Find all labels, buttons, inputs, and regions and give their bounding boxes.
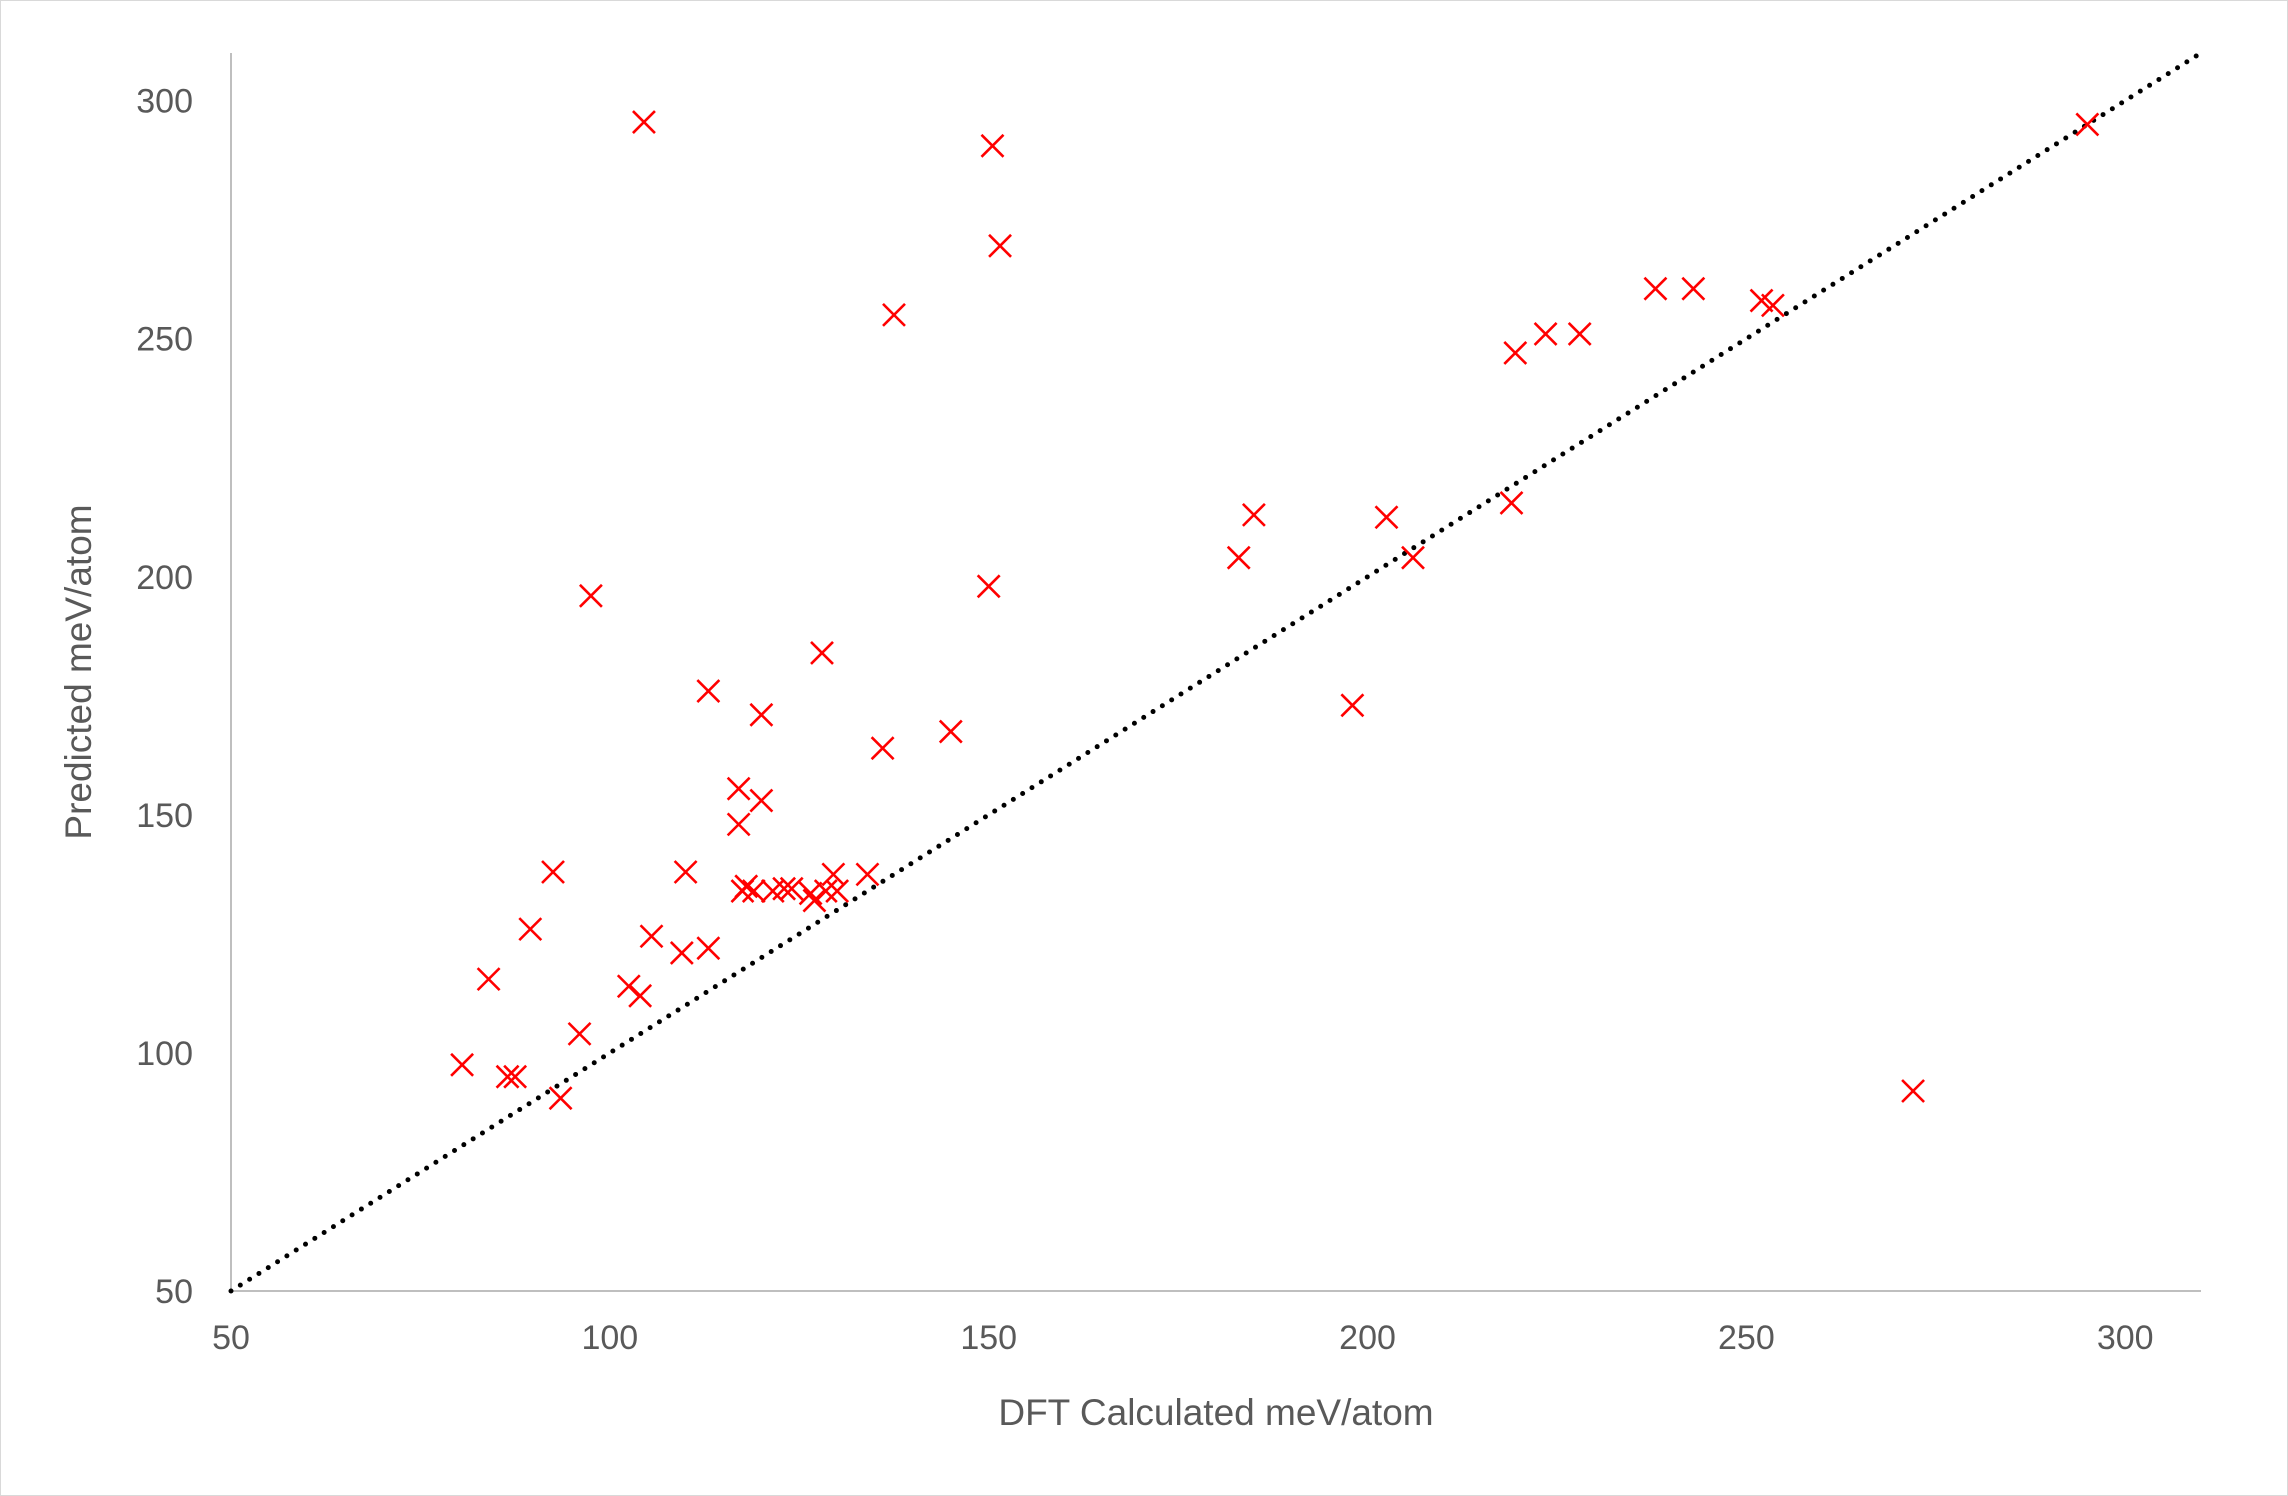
data-point: [1241, 502, 1266, 527]
data-point: [518, 917, 543, 942]
data-point: [1760, 293, 1785, 318]
data-point: [1643, 276, 1668, 301]
data-point: [825, 879, 850, 903]
data-point: [798, 881, 823, 906]
x-tick-label: 50: [212, 1319, 250, 1357]
data-point: [578, 583, 603, 608]
data-point: [726, 812, 751, 837]
x-axis-title: DFT Calculated meV/atom: [998, 1392, 1433, 1433]
axes: [230, 53, 2201, 1292]
data-point: [810, 641, 834, 665]
y-axis-title: Predicted meV/atom: [58, 504, 99, 839]
data-point: [726, 776, 751, 801]
data-point: [1226, 545, 1251, 570]
reference-line-layer: [228, 50, 2204, 1294]
data-point: [548, 1086, 573, 1111]
data-point: [639, 924, 664, 949]
y-tick-label: 200: [136, 559, 193, 597]
data-point: [980, 133, 1005, 158]
data-point: [976, 574, 1001, 599]
data-point: [476, 967, 501, 992]
data-point: [741, 879, 766, 903]
y-tick-label: 300: [136, 83, 193, 121]
tick-labels: 50 100 150 200 250 300 50 100 150 200 250 300: [136, 83, 2153, 1357]
data-point: [450, 1052, 475, 1077]
data-point: [1567, 322, 1592, 346]
y-tick-label: 150: [136, 797, 193, 835]
x-tick-label: 300: [2097, 1319, 2154, 1357]
data-point: [669, 941, 694, 965]
data-point: [1340, 693, 1365, 718]
y-tick-label: 250: [136, 321, 193, 359]
data-point: [1901, 1079, 1925, 1103]
data-point: [628, 983, 653, 1008]
data-point: [802, 888, 827, 913]
data-point: [1503, 341, 1528, 365]
data-point: [696, 679, 721, 703]
data-point: [772, 876, 797, 901]
data-point: [567, 1021, 592, 1046]
data-point: [749, 788, 774, 813]
reference-line: [228, 50, 2204, 1294]
data-point: [495, 1064, 520, 1089]
data-point: [1681, 276, 1706, 301]
data-point: [541, 860, 565, 884]
data-point: [1401, 545, 1425, 570]
data-point: [1499, 491, 1524, 515]
y-tick-label: 50: [155, 1273, 193, 1311]
x-tick-label: 150: [960, 1319, 1017, 1357]
data-point: [673, 860, 698, 884]
data-point: [882, 302, 906, 327]
data-point: [870, 736, 895, 761]
data-point: [632, 110, 656, 134]
data-points: [450, 110, 2100, 1111]
data-point: [503, 1064, 528, 1089]
data-point: [988, 233, 1012, 258]
data-point: [1374, 505, 1399, 530]
data-point: [734, 874, 759, 899]
data-point: [616, 974, 641, 999]
y-tick-label: 100: [136, 1035, 193, 1073]
data-point: [1533, 322, 1558, 346]
data-point: [938, 719, 963, 744]
data-point: [855, 862, 880, 887]
x-tick-label: 100: [581, 1319, 638, 1357]
data-point: [696, 936, 721, 961]
x-tick-label: 250: [1718, 1319, 1775, 1357]
data-point: [2075, 112, 2100, 137]
data-point: [813, 879, 838, 903]
x-tick-label: 200: [1339, 1319, 1396, 1357]
data-point: [749, 702, 774, 727]
data-point: [779, 876, 804, 901]
